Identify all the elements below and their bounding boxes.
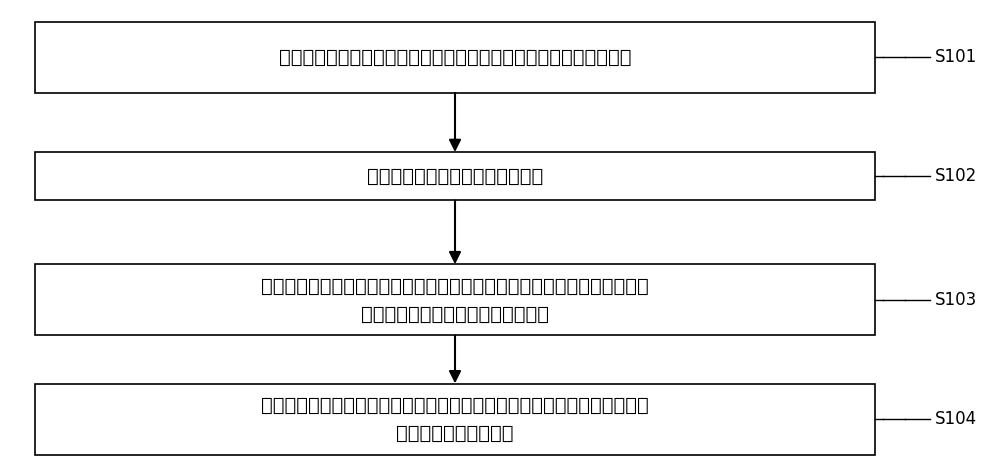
Bar (35, 153, 875, 201)
Text: 从每个采样点开始随机行走，在所有工作线程结束随机行走时，计算目标导
体所对应的寄生电容值: 从每个采样点开始随机行走，在所有工作线程结束随机行走时，计算目标导 体所对应的寄… (261, 396, 649, 442)
Text: 将目标导体所对应的高斯面的预设区域划分为多个面积相等的面积元: 将目标导体所对应的高斯面的预设区域划分为多个面积相等的面积元 (279, 48, 631, 67)
Text: S104: S104 (935, 410, 977, 428)
Bar (35, 22, 875, 93)
Text: S101: S101 (935, 48, 977, 66)
Bar (35, 265, 875, 335)
Text: 在工作线程进行随机行走时，在工作线程所对应的面积元上进行采样，得到
工作线程所对应的面积元上的采样点: 在工作线程进行随机行走时，在工作线程所对应的面积元上进行采样，得到 工作线程所对… (261, 277, 649, 323)
Text: S103: S103 (935, 291, 977, 309)
Text: S102: S102 (935, 167, 977, 185)
Bar (35, 384, 875, 454)
Text: 将所有面积元分配给多个工作线程: 将所有面积元分配给多个工作线程 (367, 167, 543, 186)
